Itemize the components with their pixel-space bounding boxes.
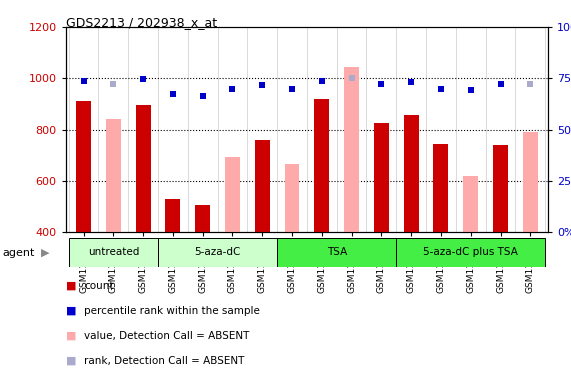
Bar <box>344 67 359 232</box>
Text: TSA: TSA <box>327 247 347 258</box>
Bar <box>315 99 329 232</box>
Text: percentile rank within the sample: percentile rank within the sample <box>84 306 260 316</box>
Text: ■: ■ <box>66 331 76 341</box>
Bar <box>374 123 389 232</box>
Bar <box>136 105 151 232</box>
Bar <box>396 238 545 267</box>
Bar <box>463 176 478 232</box>
Bar <box>106 119 120 232</box>
Bar <box>166 199 180 232</box>
Bar <box>158 238 277 267</box>
Text: 5-aza-dC plus TSA: 5-aza-dC plus TSA <box>423 247 518 258</box>
Text: count: count <box>84 281 114 291</box>
Text: untreated: untreated <box>87 247 139 258</box>
Text: agent: agent <box>3 248 35 258</box>
Text: ■: ■ <box>66 281 76 291</box>
Bar <box>69 238 158 267</box>
Text: value, Detection Call = ABSENT: value, Detection Call = ABSENT <box>84 331 250 341</box>
Text: ■: ■ <box>66 306 76 316</box>
Bar <box>255 140 270 232</box>
Bar <box>76 101 91 232</box>
Bar <box>277 238 396 267</box>
Text: 5-aza-dC: 5-aza-dC <box>194 247 241 258</box>
Text: GDS2213 / 202938_x_at: GDS2213 / 202938_x_at <box>66 16 217 29</box>
Text: ▶: ▶ <box>41 248 50 258</box>
Text: rank, Detection Call = ABSENT: rank, Detection Call = ABSENT <box>84 356 244 366</box>
Bar <box>493 145 508 232</box>
Text: ■: ■ <box>66 356 76 366</box>
Bar <box>523 132 538 232</box>
Bar <box>404 116 419 232</box>
Bar <box>195 205 210 232</box>
Bar <box>225 157 240 232</box>
Bar <box>284 164 299 232</box>
Bar <box>433 144 448 232</box>
